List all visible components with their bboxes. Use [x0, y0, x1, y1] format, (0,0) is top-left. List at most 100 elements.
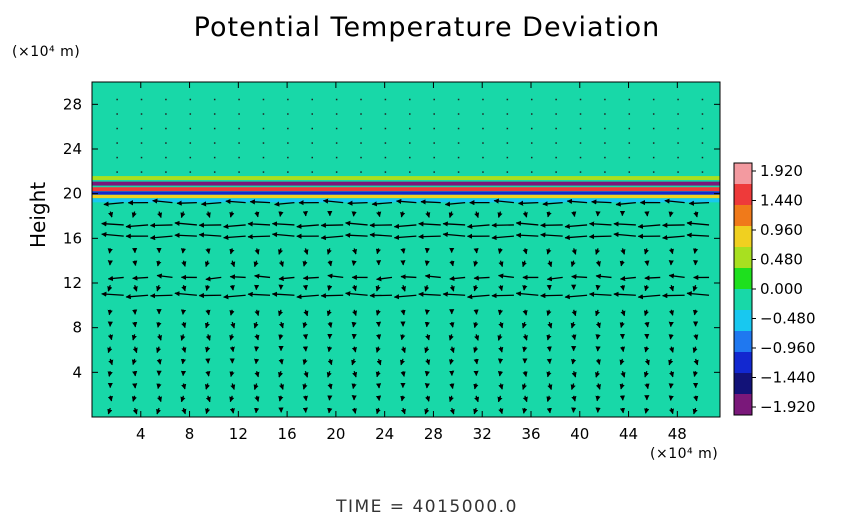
- wind-vector-small: [140, 113, 143, 115]
- wind-vector: [620, 285, 626, 291]
- wind-vector: [644, 285, 650, 292]
- wind-vector-small: [116, 156, 118, 159]
- x-tick-label: 36: [521, 425, 540, 443]
- wind-vector-small: [604, 171, 606, 173]
- wind-vector: [205, 407, 211, 415]
- wind-vector: [149, 293, 173, 299]
- wind-vector: [546, 276, 563, 282]
- wind-vector: [619, 383, 625, 390]
- wind-vector: [132, 260, 138, 267]
- colorbar-segment: [734, 331, 752, 353]
- wind-vector: [271, 231, 295, 238]
- wind-vector: [400, 371, 406, 377]
- wind-vector: [448, 395, 454, 403]
- wind-vector: [686, 232, 710, 238]
- wind-vector-small: [335, 113, 338, 115]
- x-tick-label: 16: [278, 425, 297, 443]
- wind-vector: [668, 211, 674, 218]
- wind-vector: [668, 334, 674, 340]
- x-tick-label: 20: [326, 425, 345, 443]
- wind-vector-small: [165, 127, 167, 130]
- wind-vector: [424, 260, 430, 266]
- wind-vector: [229, 334, 235, 341]
- wind-vector: [644, 321, 650, 328]
- wind-vector: [254, 358, 260, 365]
- wind-vector: [327, 273, 344, 279]
- x-tick-label: 32: [473, 425, 492, 443]
- x-tick-label: 24: [375, 425, 394, 443]
- wind-vector: [132, 346, 138, 354]
- wind-vector-small: [140, 127, 143, 130]
- wind-vector: [253, 383, 259, 390]
- colorbar-tick-label: 0.960: [760, 221, 803, 239]
- wind-vector: [205, 285, 211, 292]
- colorbar-tick-label: −1.440: [760, 369, 816, 387]
- wind-vector: [229, 248, 235, 255]
- wind-vector: [668, 395, 674, 401]
- wind-vector: [229, 371, 235, 378]
- wind-vector: [200, 201, 222, 207]
- colorbar-tick-label: 1.920: [760, 162, 803, 180]
- wind-vector: [449, 383, 455, 389]
- wind-vector: [474, 334, 480, 341]
- wind-vector: [205, 248, 211, 255]
- wind-vector: [225, 198, 246, 205]
- wind-vector: [327, 346, 333, 353]
- wind-vector-small: [628, 156, 631, 159]
- wind-vector: [375, 309, 381, 316]
- wind-vector: [322, 198, 344, 204]
- wind-vector: [473, 358, 479, 365]
- wind-vector: [564, 234, 588, 241]
- wind-vector-small: [433, 171, 435, 173]
- colorbar-segment: [734, 289, 752, 311]
- wind-vector: [351, 321, 357, 328]
- wind-vector: [400, 407, 406, 415]
- wind-vector: [249, 199, 271, 205]
- wind-vector-small: [335, 127, 338, 130]
- wind-vector: [149, 222, 173, 228]
- wind-vector-small: [384, 127, 387, 130]
- wind-vector-small: [457, 113, 460, 115]
- wind-vector: [156, 407, 162, 415]
- wind-vector-small: [311, 127, 313, 130]
- wind-vector-small: [335, 156, 338, 159]
- wind-vector-small: [311, 156, 313, 159]
- wind-vector: [101, 221, 124, 227]
- wind-vector-small: [311, 113, 313, 115]
- wind-vector: [180, 334, 186, 341]
- colorbar-segment: [734, 352, 752, 374]
- wind-vector: [303, 309, 309, 317]
- wind-vector: [546, 407, 552, 414]
- wind-vector: [619, 346, 626, 353]
- wind-vector: [107, 248, 113, 254]
- wind-vector: [352, 309, 358, 317]
- wind-vector-small: [604, 98, 606, 101]
- y-tick-label: 4: [72, 363, 82, 381]
- wind-vector: [644, 275, 661, 281]
- wind-vector: [376, 276, 393, 282]
- wind-vector: [615, 201, 636, 207]
- wind-vector: [424, 346, 430, 354]
- wind-vector-small: [116, 113, 118, 115]
- wind-vector: [254, 371, 260, 378]
- wind-vector: [223, 294, 246, 300]
- wind-vector: [449, 407, 455, 415]
- wind-vector: [442, 291, 466, 297]
- wind-vector: [254, 395, 260, 402]
- wind-vector: [693, 334, 699, 341]
- wind-vector: [375, 346, 381, 353]
- wind-vector: [515, 232, 539, 238]
- wind-vector: [620, 309, 626, 317]
- wind-vector: [668, 273, 685, 279]
- wind-vector: [327, 407, 333, 414]
- wind-vector: [547, 260, 553, 268]
- wind-vector: [692, 248, 699, 254]
- wind-vector: [393, 294, 417, 300]
- wind-vector-small: [701, 98, 704, 101]
- colorbar-tick-label: −1.920: [760, 398, 816, 416]
- wind-vector: [108, 358, 114, 366]
- wind-vector: [595, 260, 601, 267]
- wind-vector: [595, 334, 601, 340]
- wind-vector: [692, 346, 698, 354]
- wind-vector: [449, 260, 455, 267]
